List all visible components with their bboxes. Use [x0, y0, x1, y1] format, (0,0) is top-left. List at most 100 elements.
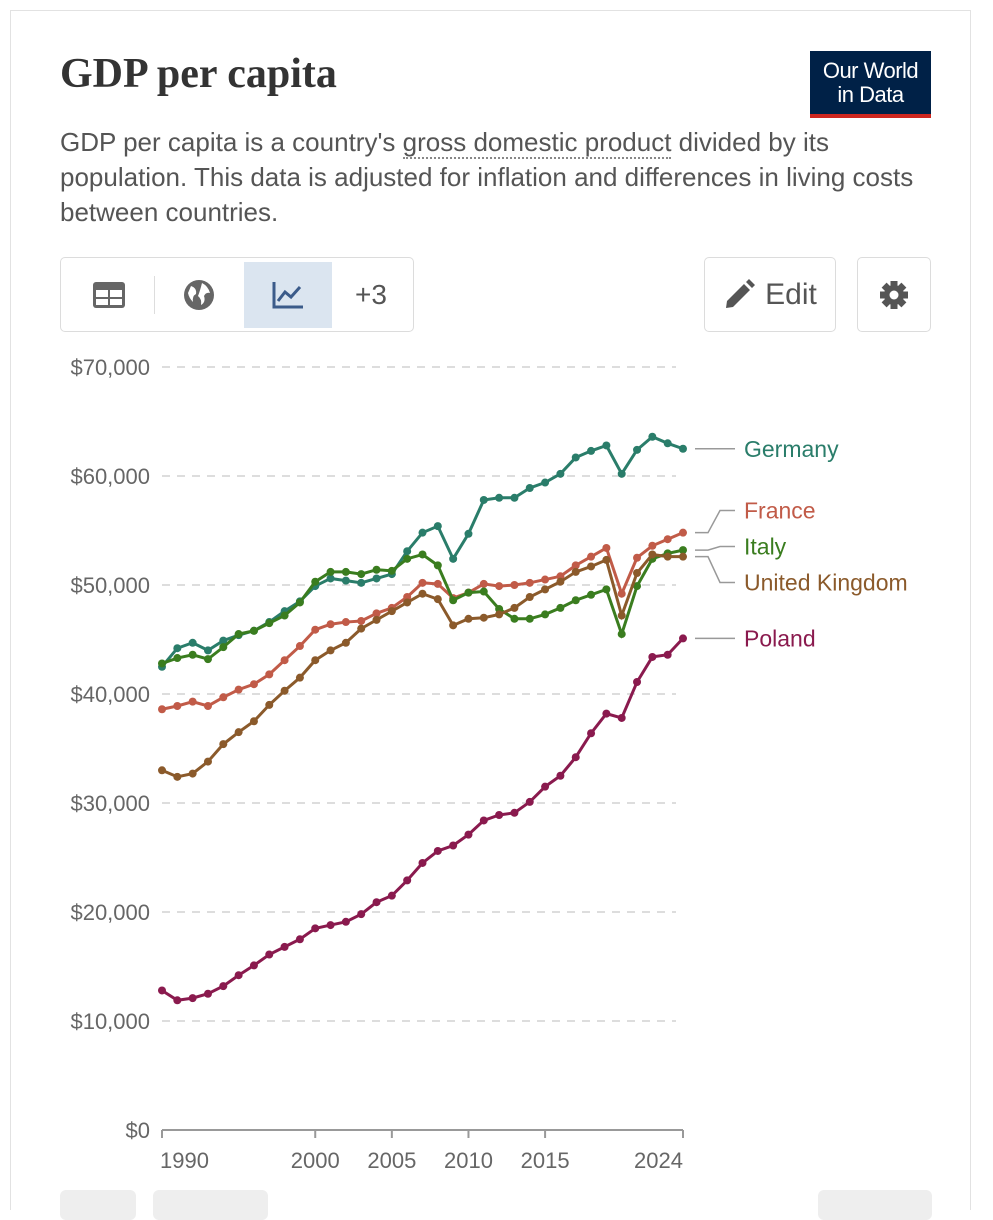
data-point — [311, 656, 320, 665]
data-point — [617, 469, 626, 478]
data-point — [587, 562, 596, 571]
x-tick-label: 2010 — [444, 1148, 493, 1173]
table-tab[interactable] — [65, 262, 153, 328]
data-point — [633, 553, 642, 562]
settings-button[interactable] — [857, 257, 931, 332]
data-point — [663, 650, 672, 659]
data-point — [464, 614, 473, 623]
data-point — [648, 652, 657, 661]
data-point — [188, 994, 197, 1003]
data-point — [418, 550, 427, 559]
subtitle-link[interactable]: gross domestic product — [402, 127, 672, 159]
data-point — [372, 574, 381, 583]
data-point — [173, 996, 182, 1005]
data-point — [541, 585, 550, 594]
data-point — [326, 921, 335, 930]
data-point — [525, 483, 534, 492]
data-point — [265, 670, 274, 679]
logo-line: Our World — [822, 58, 919, 83]
data-point — [372, 609, 381, 618]
data-point — [173, 644, 182, 653]
data-point — [357, 624, 366, 633]
data-point — [541, 782, 550, 791]
data-point — [602, 555, 611, 564]
data-point — [663, 535, 672, 544]
data-point — [464, 588, 473, 597]
y-tick-label: $50,000 — [70, 573, 150, 598]
data-point — [265, 619, 274, 628]
data-point — [403, 547, 412, 556]
data-point — [556, 771, 565, 780]
data-point — [433, 561, 442, 570]
data-point — [326, 574, 335, 583]
chart-tab[interactable] — [244, 262, 332, 328]
data-point — [510, 493, 519, 502]
data-point — [541, 610, 550, 619]
data-point — [357, 578, 366, 587]
data-point — [633, 582, 642, 591]
data-point — [403, 598, 412, 607]
data-point — [203, 655, 212, 664]
data-point — [234, 728, 243, 737]
data-point — [587, 729, 596, 738]
legend-connector — [695, 545, 735, 551]
footer-button[interactable] — [60, 1190, 136, 1220]
data-point — [679, 546, 687, 555]
divider — [154, 276, 155, 314]
data-point — [219, 982, 228, 991]
data-point — [633, 445, 642, 454]
data-point — [372, 565, 381, 574]
footer-button[interactable] — [153, 1190, 268, 1220]
data-point — [234, 685, 243, 694]
data-point — [234, 630, 243, 639]
card — [10, 10, 971, 1210]
y-tick-label: $10,000 — [70, 1009, 150, 1034]
data-point — [403, 876, 412, 885]
data-point — [357, 910, 366, 919]
data-point — [158, 659, 166, 668]
data-point — [173, 772, 182, 781]
footer-button[interactable] — [818, 1190, 932, 1220]
data-point — [449, 621, 458, 630]
data-point — [249, 680, 258, 689]
data-point — [311, 924, 320, 933]
data-point — [203, 757, 212, 766]
legend-label: Italy — [744, 533, 787, 559]
data-point — [525, 578, 534, 587]
data-point — [464, 529, 473, 538]
data-point — [326, 567, 335, 576]
data-point — [326, 620, 335, 629]
data-point — [571, 567, 580, 576]
data-point — [433, 846, 442, 855]
data-point — [495, 810, 504, 819]
edit-button[interactable]: Edit — [704, 257, 836, 332]
data-point — [203, 701, 212, 710]
data-point — [602, 543, 611, 552]
y-tick-label: $70,000 — [70, 355, 150, 380]
data-point — [571, 453, 580, 462]
data-point — [280, 686, 289, 695]
line-icon — [272, 282, 303, 309]
logo[interactable]: Our World in Data — [810, 51, 931, 118]
data-point — [387, 891, 396, 900]
data-point — [587, 446, 596, 455]
data-point — [433, 595, 442, 604]
data-point — [280, 656, 289, 665]
tab-group: +3 — [60, 257, 414, 332]
legend-label: France — [744, 497, 816, 523]
data-point — [479, 613, 488, 622]
data-point — [387, 566, 396, 575]
data-point — [679, 444, 687, 453]
data-point — [265, 950, 274, 959]
data-point — [602, 709, 611, 718]
data-point — [249, 717, 258, 726]
x-tick-label: 2024 — [634, 1148, 683, 1173]
map-tab[interactable] — [155, 262, 243, 328]
data-point — [219, 643, 228, 652]
data-point — [387, 607, 396, 616]
edit-label: Edit — [765, 277, 817, 311]
data-point — [341, 638, 350, 647]
more-tabs[interactable]: +3 — [355, 279, 387, 310]
data-point — [633, 569, 642, 578]
